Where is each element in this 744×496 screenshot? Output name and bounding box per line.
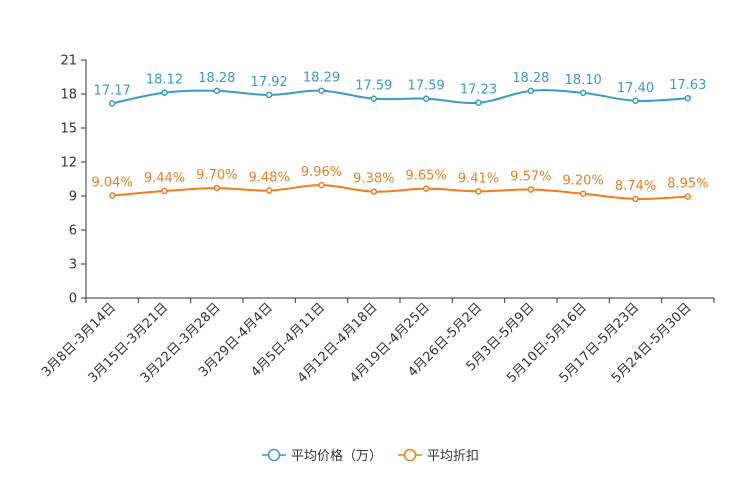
data-point[interactable]	[422, 95, 430, 102]
y-tick-label: 3	[69, 258, 77, 273]
series-line	[112, 184, 688, 201]
data-label: 17.23	[460, 83, 497, 98]
series-layer: 17.17 18.12 18.28 17.92 18.29 17.59 17.59 17.23…	[92, 71, 708, 203]
data-point[interactable]	[684, 193, 692, 200]
legend-item-2[interactable]: 平均折扣	[398, 448, 479, 464]
data-point[interactable]	[632, 195, 639, 203]
data-point[interactable]	[318, 181, 325, 189]
y-tick-label: 12	[60, 156, 77, 171]
data-point[interactable]	[579, 89, 587, 97]
data-label: 18.28	[198, 71, 235, 86]
data-label: 17.59	[408, 79, 445, 94]
data-label: 9.70%	[196, 168, 237, 183]
data-label: 18.10	[565, 73, 602, 88]
legend-marker-icon	[267, 448, 281, 462]
data-point[interactable]	[527, 87, 535, 95]
data-point[interactable]	[370, 95, 378, 102]
legend-label: 平均折扣	[427, 449, 479, 464]
data-label: 9.44%	[144, 171, 185, 186]
series-2: 9.04% 9.44% 9.70% 9.48% 9.96% 9.38% 9.65% 9.41%…	[92, 165, 708, 203]
data-label: 8.74%	[615, 179, 656, 194]
y-tick-label: 6	[69, 224, 77, 239]
y-tick-label: 9	[69, 190, 77, 205]
data-label: 17.59	[355, 79, 392, 94]
data-label: 9.57%	[510, 170, 551, 185]
data-point[interactable]	[161, 187, 168, 195]
y-tick-label: 21	[60, 54, 77, 69]
data-label: 9.04%	[92, 176, 133, 191]
data-point[interactable]	[318, 87, 325, 94]
data-point[interactable]	[161, 89, 168, 96]
data-label: 17.63	[669, 78, 706, 93]
y-tick-label: 15	[60, 122, 77, 137]
data-point[interactable]	[475, 99, 482, 106]
data-label: 17.17	[94, 83, 131, 98]
data-point[interactable]	[370, 188, 378, 195]
axes: 0369121518213月8日-3月14日3月15日-3月21日3月22日-3…	[39, 54, 715, 386]
data-label: 18.12	[146, 73, 183, 88]
y-tick-label: 0	[69, 292, 77, 307]
data-label: 9.38%	[353, 172, 394, 187]
data-point[interactable]	[527, 186, 535, 193]
data-label: 9.41%	[458, 171, 499, 186]
data-point[interactable]	[265, 91, 273, 99]
data-label: 18.28	[512, 71, 549, 86]
data-label: 9.65%	[406, 169, 447, 184]
data-point[interactable]	[213, 184, 221, 192]
data-point[interactable]	[579, 190, 587, 197]
y-tick-label: 18	[60, 88, 77, 103]
data-label: 17.92	[251, 75, 288, 90]
data-label: 9.20%	[563, 174, 604, 189]
data-label: 9.48%	[249, 171, 290, 186]
data-label: 8.95%	[667, 177, 708, 192]
data-point[interactable]	[422, 185, 430, 192]
data-point[interactable]	[684, 94, 692, 102]
legend-label: 平均价格（万）	[291, 448, 382, 464]
data-point[interactable]	[632, 97, 639, 105]
series-line	[111, 89, 688, 105]
data-point[interactable]	[213, 87, 221, 95]
legend-marker-icon	[403, 448, 417, 462]
data-point[interactable]	[265, 187, 273, 194]
data-label: 17.40	[617, 81, 654, 96]
data-label: 18.29	[303, 71, 340, 86]
data-point[interactable]	[108, 100, 116, 107]
legend: 平均价格（万） 平均折扣	[262, 448, 479, 464]
series-1: 17.17 18.12 18.28 17.92 18.29 17.59 17.59 17.23…	[94, 71, 706, 107]
data-point[interactable]	[475, 188, 482, 195]
data-label: 9.96%	[301, 165, 342, 180]
data-point[interactable]	[108, 192, 116, 199]
legend-item-1[interactable]: 平均价格（万）	[262, 448, 382, 464]
